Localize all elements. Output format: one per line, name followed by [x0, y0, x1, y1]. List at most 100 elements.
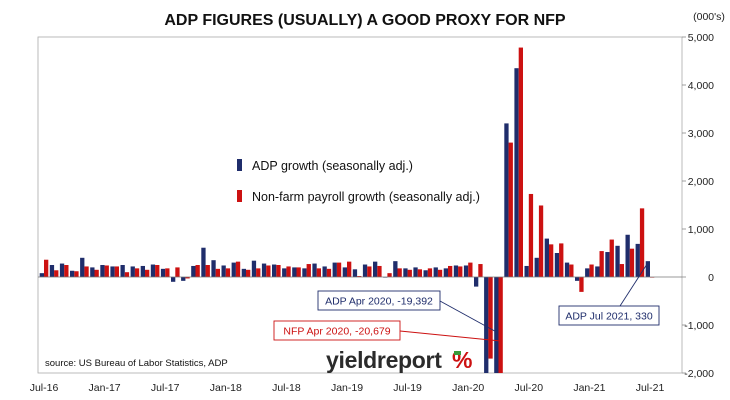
nfp-bar-Dec-17: [215, 268, 220, 277]
nfp-bar-Nov-19: [448, 265, 453, 277]
plot-frame: [37, 36, 683, 374]
adp-bar-Feb-18: [231, 262, 236, 277]
adp-bar-Apr-18: [251, 260, 257, 277]
logo-wordmark: yieldreport: [326, 347, 442, 373]
x-tick-label: Jul-16: [30, 382, 59, 394]
annotation-leader-adp-apr2020: [439, 300, 497, 333]
chart-title: ADP FIGURES (USUALLY) A GOOD PROXY FOR N…: [164, 12, 566, 29]
annotation-leader-adp-jul2021: [619, 263, 648, 307]
y-tick-label: 4,000: [688, 80, 714, 92]
annotation-leader-nfp-apr2020: [399, 330, 501, 342]
adp-bar-Jan-20: [463, 265, 469, 277]
y-tick-label: 0: [708, 272, 714, 284]
nfp-bar-Aug-19: [417, 269, 422, 277]
logo-percent: %: [452, 347, 472, 373]
adp-bar-Jan-18: [221, 265, 226, 277]
adp-bar-Jun-17: [150, 264, 156, 277]
x-tick-label: Jul-18: [272, 382, 301, 394]
y-tick-label: 5,000: [688, 32, 714, 44]
adp-bar-Jun-21: [635, 243, 640, 277]
annotation-text-nfp-apr2020: NFP Apr 2020, -20,679: [283, 326, 390, 338]
annotation-text-adp-jul2021: ADP Jul 2021, 330: [565, 311, 653, 323]
nfp-bar-May-18: [266, 265, 271, 277]
adp-bar-Jul-20: [524, 265, 529, 277]
nfp-bar-Jun-20: [518, 47, 523, 278]
yieldreport-logo: yieldreport %: [326, 347, 472, 373]
nfp-bar-Oct-16: [74, 271, 79, 277]
adp-bar-Aug-16: [49, 265, 55, 277]
legend-label-adp: ADP growth (seasonally adj.): [252, 159, 413, 173]
nfp-bar-Feb-17: [114, 266, 119, 277]
nfp-bar-Oct-18: [316, 268, 321, 277]
adp-bar-Jul-21: [645, 261, 650, 277]
nfp-bar-Dec-20: [579, 277, 584, 292]
adp-bar-Aug-19: [413, 267, 418, 277]
logo-accent-mark: [454, 351, 461, 355]
legend-swatch-nfp: [237, 190, 242, 202]
adp-bar-Jan-19: [342, 267, 347, 277]
y-tick-label: -2,000: [684, 368, 714, 380]
adp-bar-Aug-18: [292, 267, 297, 277]
nfp-bar-Jan-17: [104, 265, 109, 277]
y-tick-label: 2,000: [688, 176, 714, 188]
nfp-bar-Mar-20: [488, 277, 493, 359]
adp-bar-Dec-16: [90, 267, 95, 277]
nfp-bar-Mar-19: [367, 266, 372, 277]
nfp-bar-May-20: [508, 142, 513, 277]
y-tick-label: -1,000: [684, 320, 714, 332]
adp-bar-Aug-17: [171, 277, 176, 282]
nfp-bar-Jan-21: [589, 264, 594, 277]
adp-bar-Dec-19: [453, 265, 459, 277]
adp-bar-Apr-17: [130, 266, 135, 277]
adp-bar-Mar-17: [120, 265, 125, 277]
unit-label: (000's): [693, 11, 725, 23]
nfp-bar-Jul-20: [528, 193, 534, 277]
adp-bar-Apr-20: [494, 277, 499, 373]
nfp-bar-Apr-20: [498, 277, 503, 373]
adp-bar-Oct-16: [70, 270, 75, 277]
adp-bar-Oct-19: [433, 267, 438, 277]
x-tick-label: Jul-17: [151, 382, 180, 394]
adp-bar-May-20: [504, 123, 509, 278]
nfp-bar-Feb-19: [357, 276, 362, 277]
adp-bar-Feb-20: [474, 277, 479, 287]
nfp-bar-Jul-17: [165, 268, 170, 277]
nfp-bar-Aug-18: [296, 267, 301, 277]
x-axis: Jul-16 Jan-17 Jul-17 Jan-18 Jul-18 Jan-19 Jul-…: [30, 382, 665, 394]
adp-bar-Oct-20: [554, 253, 560, 277]
adp-bar-Apr-21: [615, 245, 620, 277]
adp-bar-Jan-21: [585, 268, 590, 277]
adp-bar-Dec-18: [332, 262, 337, 277]
nfp-bar-Feb-21: [599, 251, 604, 277]
legend-swatch-adp: [237, 159, 242, 171]
nfp-bar-Jul-18: [286, 266, 291, 277]
adp-bar-Jul-17: [160, 268, 166, 277]
adp-bar-Jul-18: [282, 268, 287, 277]
nfp-bar-May-17: [145, 269, 150, 277]
annotation-box-adp-jul2021: [558, 305, 660, 326]
y-axis: 5,000 4,000 3,000 2,000 1,000 0 -1,000 -2,000: [682, 32, 714, 380]
nfp-bar-Jun-18: [276, 265, 281, 277]
annotation-text-adp-apr2020: ADP Apr 2020, -19,392: [325, 296, 433, 308]
adp-bar-May-18: [261, 263, 267, 277]
nfp-bar-Aug-16: [54, 270, 59, 277]
adp-bar-May-21: [625, 234, 630, 277]
adp-bar-Feb-17: [110, 266, 115, 277]
nfp-bar-Apr-21: [619, 264, 624, 277]
adp-bar-Feb-19: [352, 269, 358, 277]
annotation-box-nfp-apr2020: [273, 320, 401, 341]
x-tick-label: Jan-19: [331, 382, 363, 394]
adp-bar-Jan-17: [100, 265, 105, 277]
adp-bar-Mar-21: [605, 252, 610, 277]
nfp-bar-Nov-16: [84, 266, 89, 277]
nfp-bar-May-21: [629, 248, 635, 277]
adp-bar-Sep-16: [59, 263, 65, 277]
nfp-bar-Aug-17: [175, 267, 180, 277]
adp-bar-Sep-19: [423, 270, 428, 277]
annotation-box-adp-apr2020: [317, 290, 441, 311]
adp-bar-Oct-18: [312, 263, 317, 277]
nfp-bar-Sep-20: [549, 244, 554, 277]
nfp-bar-Jul-19: [407, 269, 412, 277]
